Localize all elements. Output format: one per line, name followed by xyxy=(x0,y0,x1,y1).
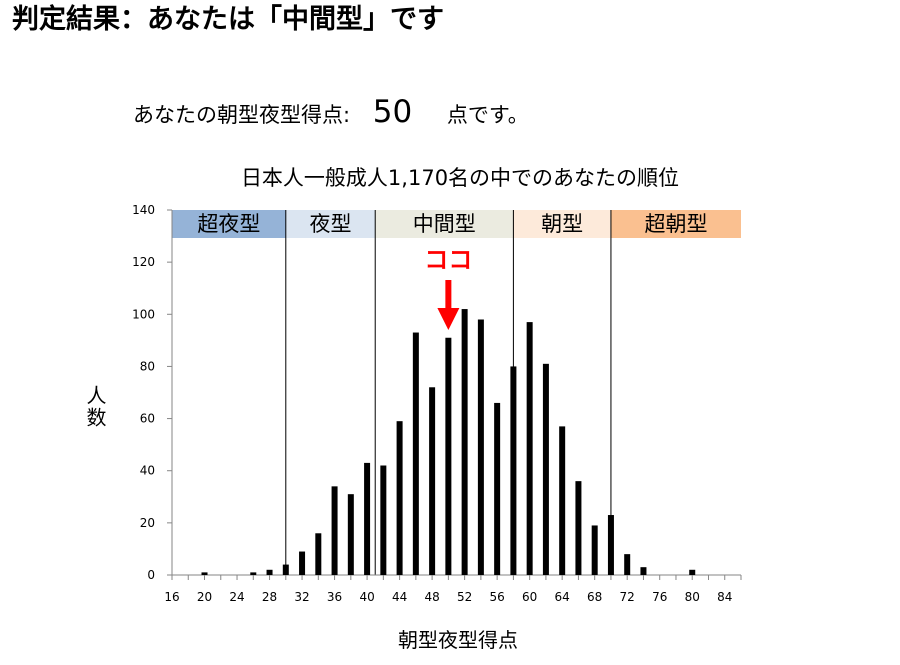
y-tick-label: 60 xyxy=(140,412,155,426)
marker-arrow-head xyxy=(437,308,460,330)
y-tick-label: 80 xyxy=(140,359,155,373)
bar-score-34 xyxy=(315,533,322,575)
band-3-background xyxy=(375,210,514,238)
x-tick-label: 84 xyxy=(717,590,732,604)
bar-score-50 xyxy=(445,337,452,575)
bar-score-36 xyxy=(331,486,338,575)
bar-score-48 xyxy=(429,387,436,575)
x-tick-label: 20 xyxy=(197,590,212,604)
band-5-label: 超朝型 xyxy=(644,212,707,236)
band-4-background xyxy=(513,210,611,238)
x-tick-label: 32 xyxy=(294,590,309,604)
bar-score-72 xyxy=(624,554,631,575)
bar-score-40 xyxy=(364,462,371,575)
score-suffix: 点です。 xyxy=(446,103,529,127)
bar-score-80 xyxy=(689,569,696,575)
x-tick-label: 44 xyxy=(392,590,407,604)
bar-score-32 xyxy=(299,551,306,575)
chart-title: 日本人一般成人1,170名の中でのあなたの順位 xyxy=(240,166,680,190)
bar-score-66 xyxy=(575,481,582,575)
y-tick-label: 120 xyxy=(132,255,155,269)
bar-score-74 xyxy=(640,567,647,575)
bar-score-28 xyxy=(266,569,273,575)
bar-score-70 xyxy=(607,515,614,575)
bar-score-46 xyxy=(412,332,419,575)
y-tick-label: 20 xyxy=(140,516,155,530)
band-1-label: 超夜型 xyxy=(197,212,260,236)
bar-score-44 xyxy=(396,421,403,575)
x-tick-label: 40 xyxy=(359,590,374,604)
x-tick-label: 72 xyxy=(620,590,635,604)
result-title: 判定結果：あなたは「中間型」です xyxy=(12,4,444,35)
y-tick-label: 0 xyxy=(147,568,155,582)
band-2-background xyxy=(285,210,376,238)
marker-label: ココ xyxy=(424,246,472,274)
x-tick-label: 60 xyxy=(522,590,537,604)
band-3-label: 中間型 xyxy=(413,212,476,236)
bar-score-56 xyxy=(494,402,501,575)
y-tick-label: 140 xyxy=(132,203,155,217)
x-tick-label: 28 xyxy=(262,590,277,604)
bar-score-38 xyxy=(347,494,354,575)
x-tick-label: 56 xyxy=(490,590,505,604)
y-tick-label: 100 xyxy=(132,307,155,321)
bar-score-58 xyxy=(510,366,517,575)
bar-score-20 xyxy=(201,572,208,575)
x-tick-label: 68 xyxy=(587,590,602,604)
band-4-label: 朝型 xyxy=(541,212,583,236)
bar-score-52 xyxy=(461,309,468,575)
score-prefix: あなたの朝型夜型得点: xyxy=(133,103,351,127)
band-2-label: 夜型 xyxy=(310,212,352,236)
x-tick-label: 76 xyxy=(652,590,667,604)
bar-score-54 xyxy=(477,319,484,575)
bar-score-42 xyxy=(380,465,387,575)
bar-score-60 xyxy=(526,322,533,575)
band-5-background xyxy=(610,210,741,238)
bar-score-68 xyxy=(591,525,598,575)
bar-score-30 xyxy=(282,564,289,575)
x-tick-label: 16 xyxy=(164,590,179,604)
score-value: 50 xyxy=(372,94,413,130)
x-tick-label: 36 xyxy=(327,590,342,604)
y-tick-label: 40 xyxy=(140,464,155,478)
band-1-background xyxy=(172,210,286,238)
x-tick-label: 64 xyxy=(555,590,570,604)
bar-score-64 xyxy=(559,426,566,575)
score-line: あなたの朝型夜型得点: 50 点です。 xyxy=(133,92,529,132)
x-tick-label: 80 xyxy=(685,590,700,604)
bar-score-62 xyxy=(542,363,549,575)
bar-score-26 xyxy=(250,572,257,575)
y-axis-label: 人数 xyxy=(83,385,107,429)
x-axis-label: 朝型夜型得点 xyxy=(398,628,518,652)
x-tick-label: 48 xyxy=(424,590,439,604)
x-tick-label: 52 xyxy=(457,590,472,604)
x-tick-label: 24 xyxy=(229,590,244,604)
